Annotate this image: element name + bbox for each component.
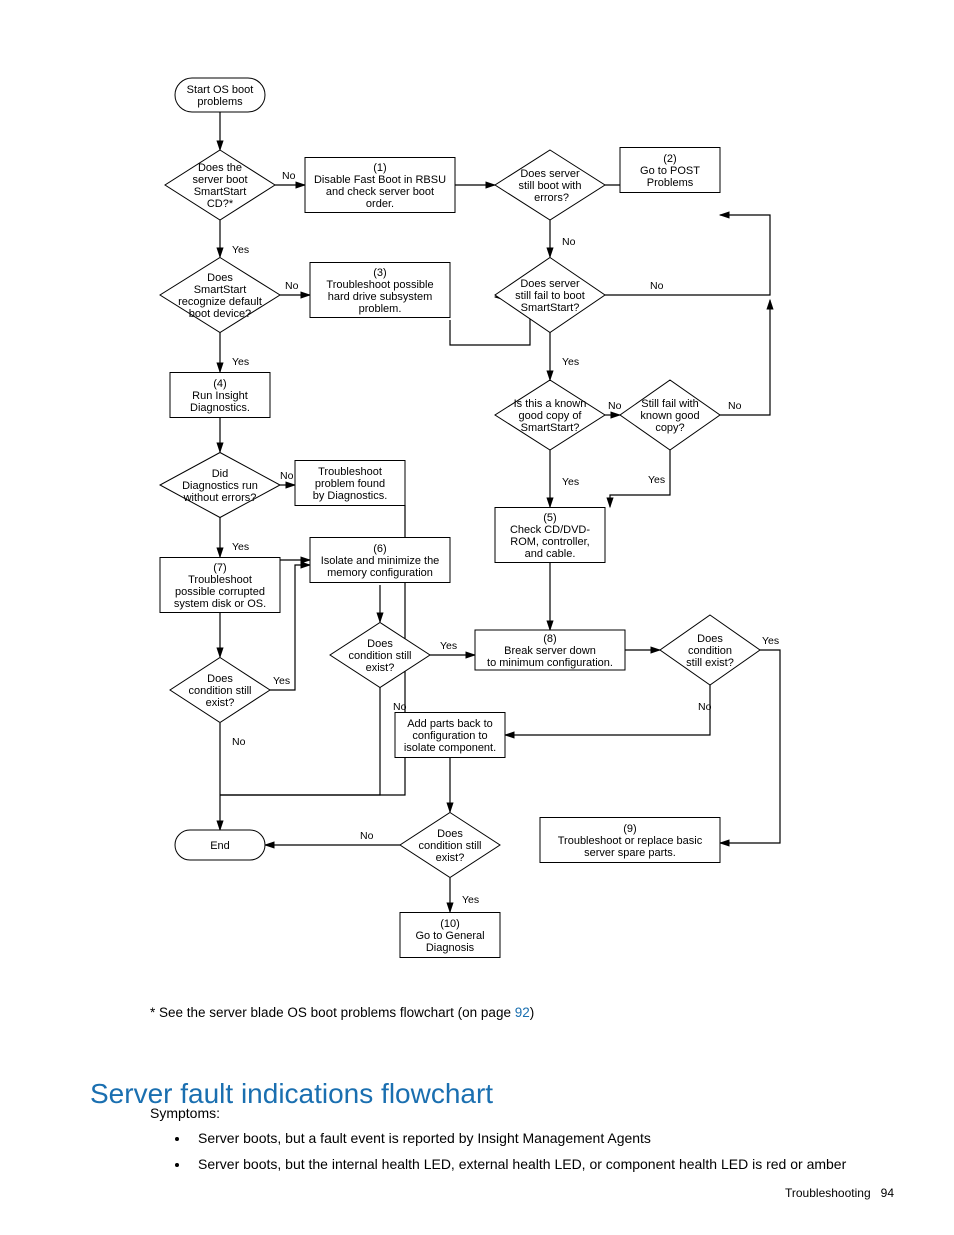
flowchart-edge-label: Yes xyxy=(273,675,290,687)
flowchart-edge-label: No xyxy=(608,400,622,412)
flowchart-edge xyxy=(720,300,770,415)
flowchart-node-p5: (5)Check CD/DVD-ROM, controller,and cabl… xyxy=(495,508,605,563)
symptoms-list: Server boots, but a fault event is repor… xyxy=(150,1130,846,1182)
flowchart-node-p10: (10)Go to GeneralDiagnosis xyxy=(400,913,500,958)
document-page: Yes No Yes No Yes No No Yes No No Yes Yes No Yes Yes No… xyxy=(0,0,954,1235)
page-footer: Troubleshooting 94 xyxy=(785,1186,894,1200)
symptom-item: Server boots, but the internal health LE… xyxy=(190,1156,846,1172)
flowchart-edge-label: Yes xyxy=(562,356,579,368)
flowchart-edge xyxy=(505,685,710,735)
flowchart-edge-label: Yes xyxy=(440,640,457,652)
flowchart-footnote: * See the server blade OS boot problems … xyxy=(150,1005,534,1020)
flowchart-node-p1: (1)Disable Fast Boot in RBSUand check se… xyxy=(305,158,455,213)
flowchart-node-d_cd: Does theserver bootSmartStartCD?* xyxy=(165,150,275,220)
flowchart-edge-label: Yes xyxy=(232,356,249,368)
flowchart-node-start: Start OS bootproblems xyxy=(175,78,265,112)
flowchart-edge xyxy=(605,215,770,295)
svg-text:Does serverstill fail to bootS: Does serverstill fail to bootSmartStart? xyxy=(515,278,585,314)
os-boot-flowchart: Yes No Yes No Yes No No Yes No No Yes Yes No Yes Yes No… xyxy=(150,75,850,995)
flowchart-node-d_fail: Does serverstill fail to bootSmartStart? xyxy=(495,258,605,333)
svg-text:End: End xyxy=(210,840,230,852)
svg-text:Add parts back toconfiguration: Add parts back toconfiguration toisolate… xyxy=(404,718,496,754)
flowchart-node-d_known: Is this a knowngood copy ofSmartStart? xyxy=(495,380,605,450)
flowchart-node-d_c6: Doescondition stillexist? xyxy=(330,623,430,688)
footer-page-number: 94 xyxy=(881,1186,894,1200)
flowchart-edge-label: Yes xyxy=(462,894,479,906)
flowchart-edge-label: Yes xyxy=(562,476,579,488)
flowchart-node-d_def: DoesSmartStartrecognize defaultboot devi… xyxy=(160,258,280,333)
flowchart-node-end: End xyxy=(175,830,265,860)
svg-text:Troubleshootproblem foundby Di: Troubleshootproblem foundby Diagnostics. xyxy=(313,466,388,502)
flowchart-node-d_cend: Doescondition stillexist? xyxy=(400,813,500,878)
flowchart-edge-label: Yes xyxy=(762,635,779,647)
flowchart-node-d_diag: DidDiagnostics runwithout errors? xyxy=(160,453,280,518)
flowchart-node-d_still: Still fail withknown goodcopy? xyxy=(620,380,720,450)
footnote-suffix: ) xyxy=(530,1005,535,1020)
svg-text:Is this a knowngood copy ofSma: Is this a knowngood copy ofSmartStart? xyxy=(514,398,587,434)
flowchart-node-d_err: Does serverstill boot with errors? xyxy=(495,150,605,220)
symptom-item: Server boots, but a fault event is repor… xyxy=(190,1130,846,1146)
flowchart-node-d_c7: Doescondition stillexist? xyxy=(170,658,270,723)
flowchart-node-p7: (7)Troubleshootpossible corruptedsystem … xyxy=(160,558,280,613)
flowchart-edge-label: No xyxy=(698,701,712,713)
flowchart-edge-label: No xyxy=(282,170,296,182)
flowchart-node-p2: (2)Go to POSTProblems xyxy=(620,148,720,193)
flowchart-edge-label: No xyxy=(280,470,294,482)
flowchart-edge-label: Yes xyxy=(648,474,665,486)
flowchart-node-p3: (3)Troubleshoot possiblehard drive subsy… xyxy=(310,263,450,318)
flowchart-node-p4: (4)Run InsightDiagnostics. xyxy=(170,373,270,418)
flowchart-edge-label: No xyxy=(232,736,246,748)
flowchart-edge-label: Yes xyxy=(232,244,249,256)
flowchart-node-p_tdiag: Troubleshootproblem foundby Diagnostics. xyxy=(295,461,405,506)
flowchart-node-p6: (6)Isolate and minimize thememory config… xyxy=(310,538,450,583)
flowchart-edge-label: No xyxy=(562,236,576,248)
footnote-page-link[interactable]: 92 xyxy=(515,1005,530,1020)
flowchart-node-d_c8: Doesconditionstill exist? xyxy=(660,615,760,685)
flowchart-edge-label: No xyxy=(650,280,664,292)
flowchart-node-p9: (9)Troubleshoot or replace basicserver s… xyxy=(540,818,720,863)
flowchart-edge-label: No xyxy=(285,280,299,292)
flowchart-edge-label: Yes xyxy=(232,541,249,553)
flowchart-edge-label: No xyxy=(728,400,742,412)
flowchart-node-p8: (8)Break server downto minimum configura… xyxy=(475,630,625,670)
flowchart-node-p_add: Add parts back toconfiguration toisolate… xyxy=(395,713,505,758)
flowchart-edge-label: No xyxy=(360,830,374,842)
symptoms-label: Symptoms: xyxy=(150,1105,220,1121)
footnote-prefix: * See the server blade OS boot problems … xyxy=(150,1005,515,1020)
flowchart-edge xyxy=(720,650,780,843)
footer-section: Troubleshooting xyxy=(785,1186,871,1200)
